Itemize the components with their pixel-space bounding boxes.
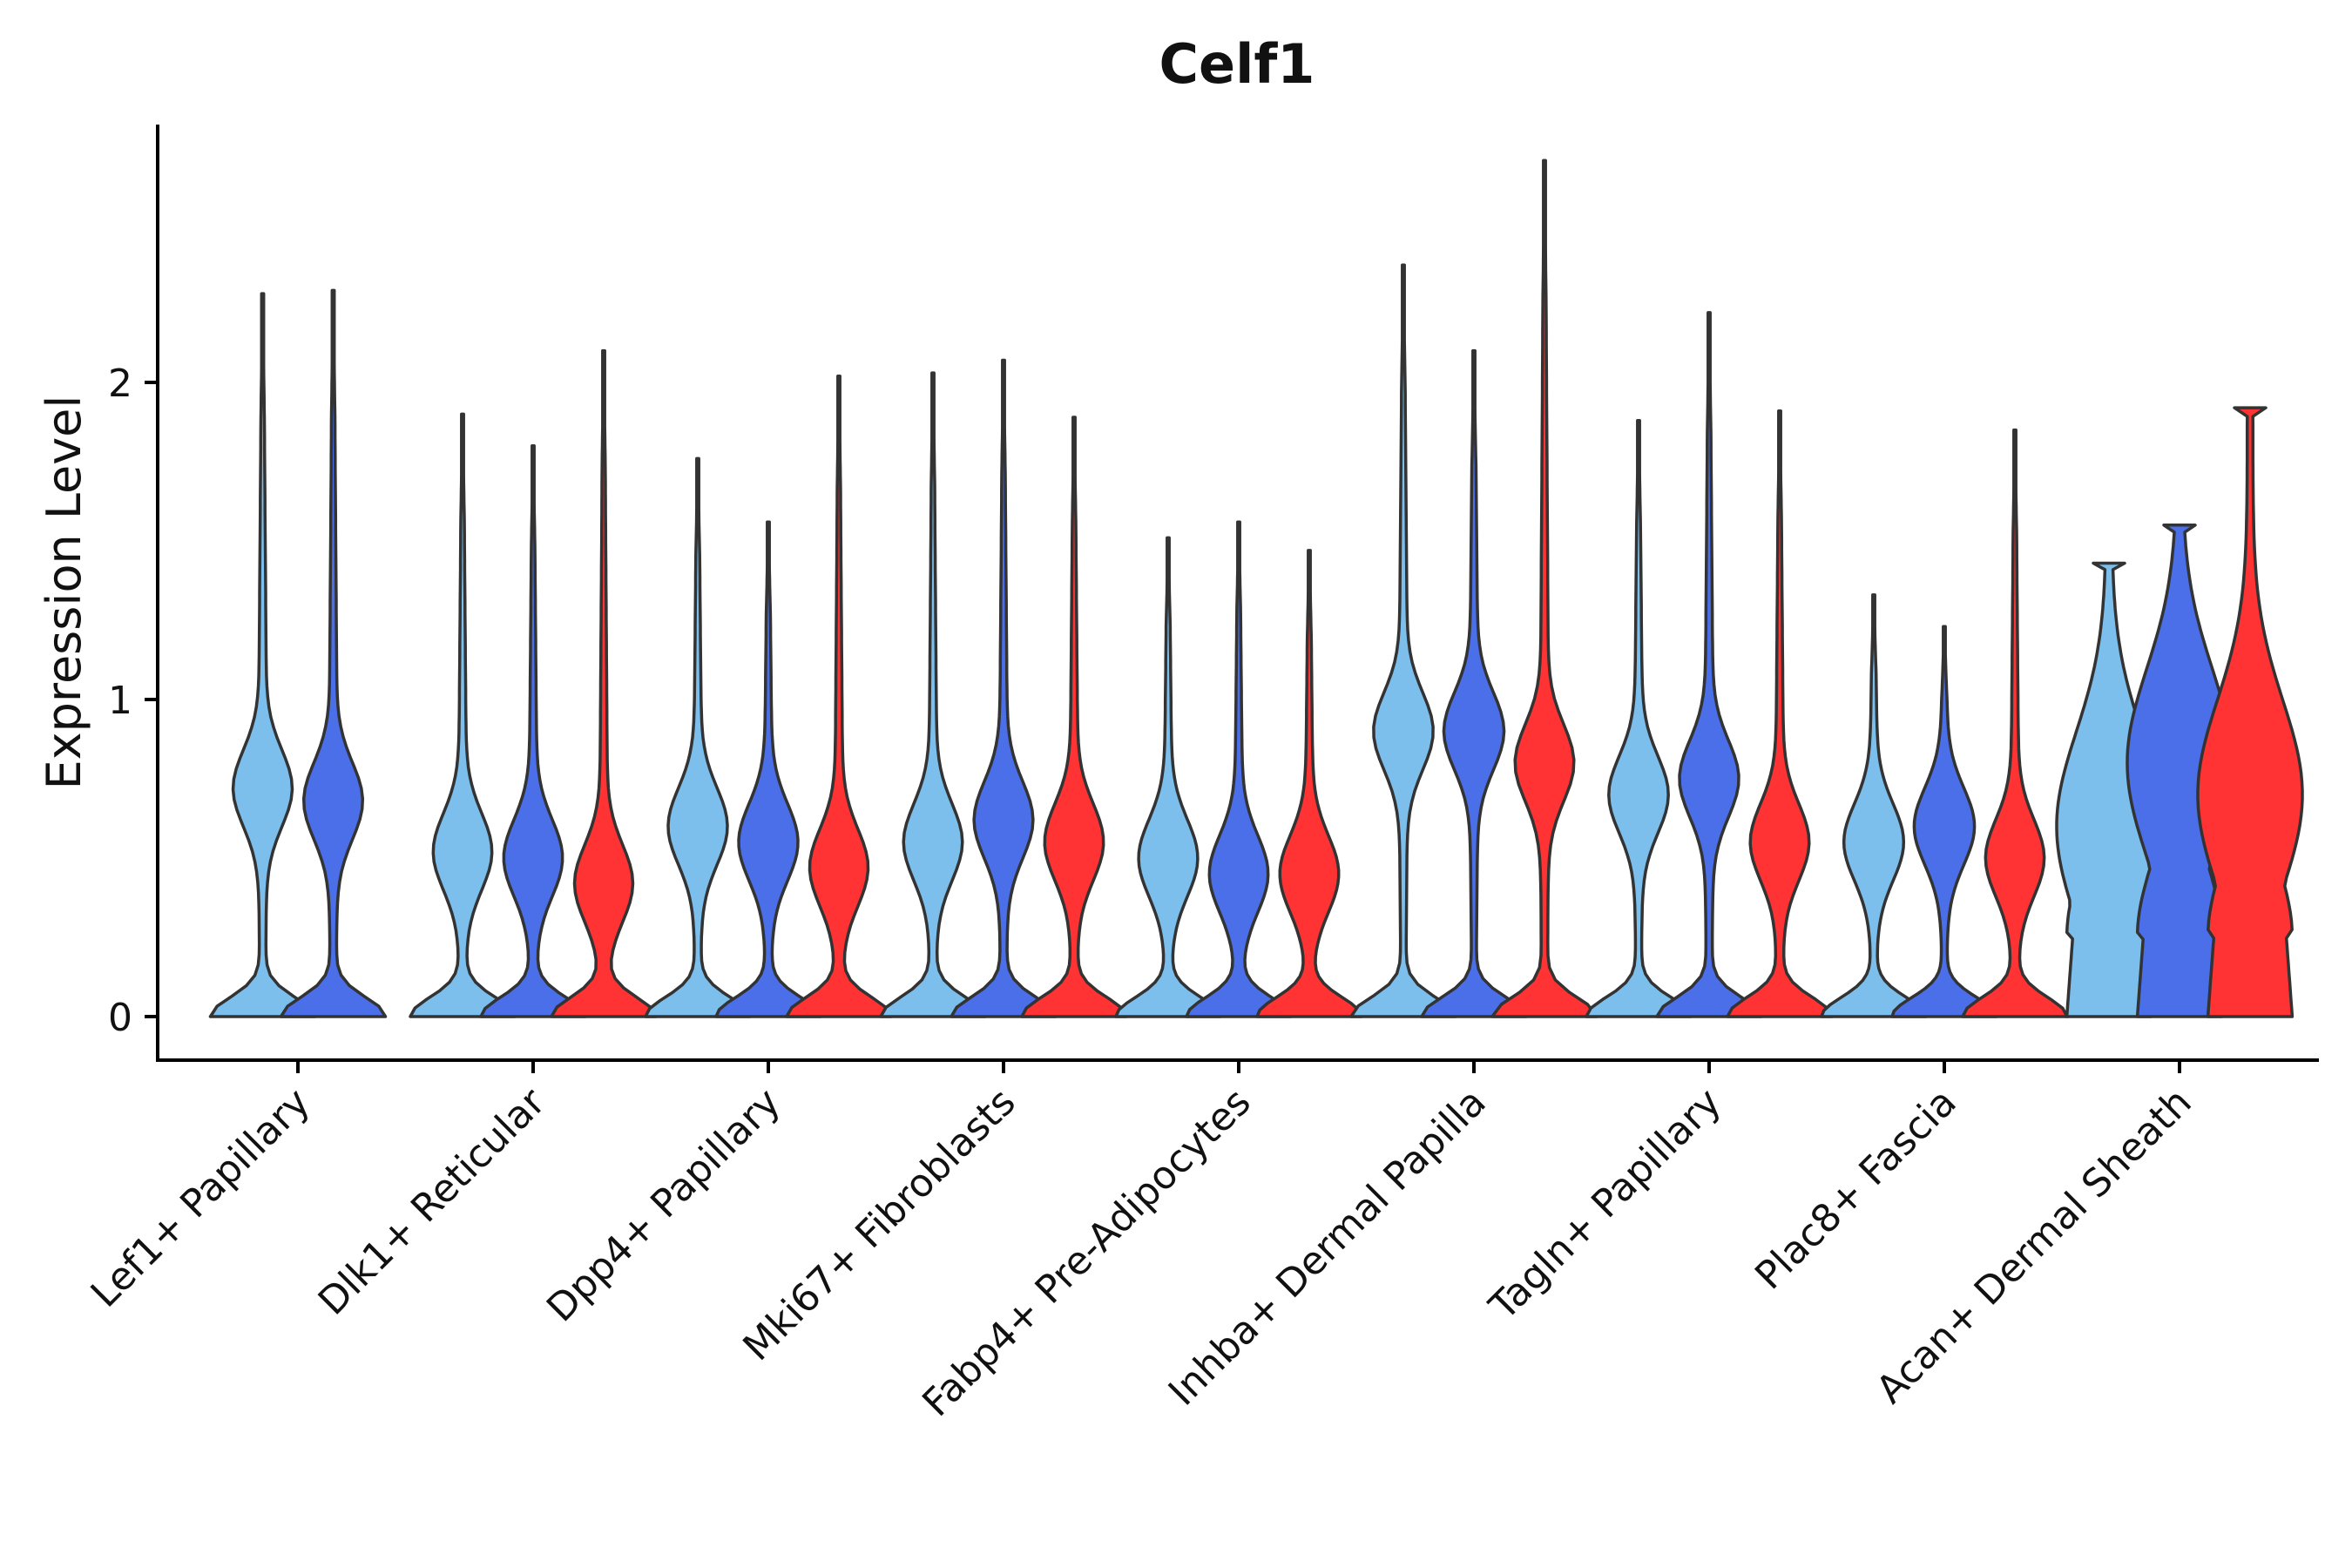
violin-4-group-2 <box>950 358 1058 1018</box>
violin-1-group-2 <box>279 288 388 1018</box>
violin-2-group-1 <box>409 412 517 1018</box>
chart-title: Celf1 <box>1159 32 1315 96</box>
violin-2-group-2 <box>479 444 587 1018</box>
x-tick-label: Plac8+ Fascia <box>1747 1080 1965 1299</box>
violin-5-group-2 <box>1185 520 1293 1018</box>
violin-4-group-1 <box>879 371 987 1018</box>
violin-7-group-3 <box>1726 409 1834 1018</box>
y-tick-label: 0 <box>108 996 132 1040</box>
violin-7-group-1 <box>1585 418 1693 1018</box>
violin-8-group-1 <box>1820 593 1928 1018</box>
violin-3-group-3 <box>785 374 893 1018</box>
violin-5-group-1 <box>1114 536 1222 1018</box>
x-tick-label: Tagln+ Papillary <box>1481 1080 1730 1329</box>
violin-5-group-3 <box>1255 549 1363 1018</box>
violin-3-group-1 <box>644 456 752 1018</box>
violin-1-group-1 <box>208 292 317 1018</box>
violin-6-group-2 <box>1420 348 1528 1018</box>
violin-3-group-2 <box>714 520 822 1018</box>
y-tick-label: 1 <box>108 679 132 723</box>
violin-9-group-3 <box>2196 406 2304 1018</box>
violin-7-group-2 <box>1655 311 1763 1018</box>
violin-layer <box>208 159 2304 1018</box>
violin-4-group-3 <box>1020 416 1128 1018</box>
violin-8-group-2 <box>1890 625 1998 1018</box>
y-ticks: 0 1 2 <box>108 362 158 1040</box>
x-tick-label: Lef1+ Papillary <box>83 1080 319 1316</box>
y-tick-label: 2 <box>108 362 132 406</box>
x-tick-label: Dlk1+ Reticular <box>310 1079 555 1324</box>
violin-8-group-3 <box>1961 428 2069 1018</box>
x-tick-label: Dpp4+ Papillary <box>538 1080 789 1331</box>
violin-6-group-3 <box>1490 159 1598 1018</box>
violin-2-group-3 <box>550 348 658 1018</box>
violin-6-group-1 <box>1349 263 1457 1018</box>
y-axis-label: Expression Level <box>37 395 91 790</box>
